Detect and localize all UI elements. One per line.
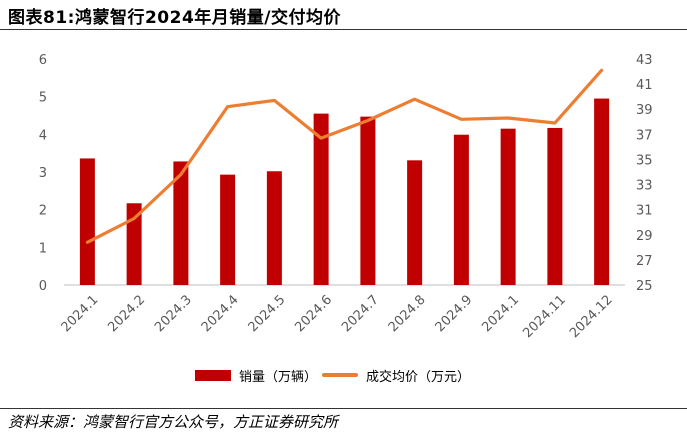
bar bbox=[79, 158, 95, 285]
source-rule bbox=[0, 408, 687, 409]
bar bbox=[453, 134, 469, 285]
y-right-tick-label: 41 bbox=[636, 78, 653, 93]
source-note: 资料来源：鸿蒙智行官方公众号，方正证券研究所 bbox=[8, 413, 339, 431]
x-tick-label: 2024.8 bbox=[386, 292, 429, 335]
bar bbox=[313, 113, 329, 285]
x-tick-label: 2024.5 bbox=[246, 292, 289, 335]
x-tick-label: 2024.4 bbox=[199, 292, 242, 335]
bar bbox=[407, 160, 423, 285]
y-right-tick-label: 39 bbox=[636, 103, 653, 118]
y-right-tick-label: 29 bbox=[636, 229, 653, 244]
y-right-tick-label: 31 bbox=[636, 204, 653, 219]
x-tick-label: 2024.11 bbox=[520, 292, 569, 341]
title-rule bbox=[0, 29, 687, 30]
x-tick-label: 2024.7 bbox=[339, 292, 382, 335]
legend: 销量（万辆） 成交均价（万元） bbox=[0, 364, 687, 386]
y-right-tick-label: 27 bbox=[636, 254, 653, 269]
bar bbox=[266, 171, 282, 285]
legend-item-sales: 销量（万辆） bbox=[195, 364, 317, 386]
y-right-tick-label: 43 bbox=[636, 53, 653, 68]
x-tick-label: 2024.6 bbox=[292, 292, 335, 335]
y-left-tick-label: 4 bbox=[39, 128, 47, 143]
x-tick-label: 2024.3 bbox=[152, 292, 195, 335]
y-left-tick-label: 1 bbox=[39, 241, 47, 256]
y-right-tick-label: 33 bbox=[636, 179, 653, 194]
x-tick-label: 2024.1 bbox=[59, 292, 102, 335]
y-right-tick-label: 25 bbox=[636, 279, 653, 294]
y-left-tick-label: 0 bbox=[39, 279, 47, 294]
y-right-tick-label: 35 bbox=[636, 153, 653, 168]
bar bbox=[220, 174, 236, 285]
x-tick-label: 2024.12 bbox=[567, 292, 616, 341]
bar bbox=[594, 98, 610, 285]
x-tick-label: 2024.1 bbox=[479, 292, 522, 335]
x-tick-label: 2024.2 bbox=[105, 292, 148, 335]
bar bbox=[173, 161, 189, 285]
legend-item-price: 成交均价（万元） bbox=[322, 364, 470, 386]
price-line bbox=[85, 68, 604, 244]
bar bbox=[547, 127, 563, 286]
chart-title: 图表81:鸿蒙智行2024年月销量/交付均价 bbox=[8, 8, 341, 28]
bar bbox=[126, 203, 142, 285]
y-left-tick-label: 3 bbox=[39, 166, 47, 181]
legend-swatch-line bbox=[322, 373, 358, 377]
bar bbox=[360, 116, 376, 285]
legend-swatch-bar bbox=[195, 369, 231, 381]
legend-label-sales: 销量（万辆） bbox=[239, 369, 318, 385]
y-left-tick-label: 6 bbox=[39, 53, 47, 68]
y-right-tick-label: 37 bbox=[636, 128, 653, 143]
x-tick-label: 2024.9 bbox=[433, 292, 476, 335]
y-left-tick-label: 2 bbox=[39, 204, 47, 219]
legend-label-price: 成交均价（万元） bbox=[366, 369, 471, 385]
y-left-tick-label: 5 bbox=[39, 91, 47, 106]
bar bbox=[500, 128, 516, 285]
